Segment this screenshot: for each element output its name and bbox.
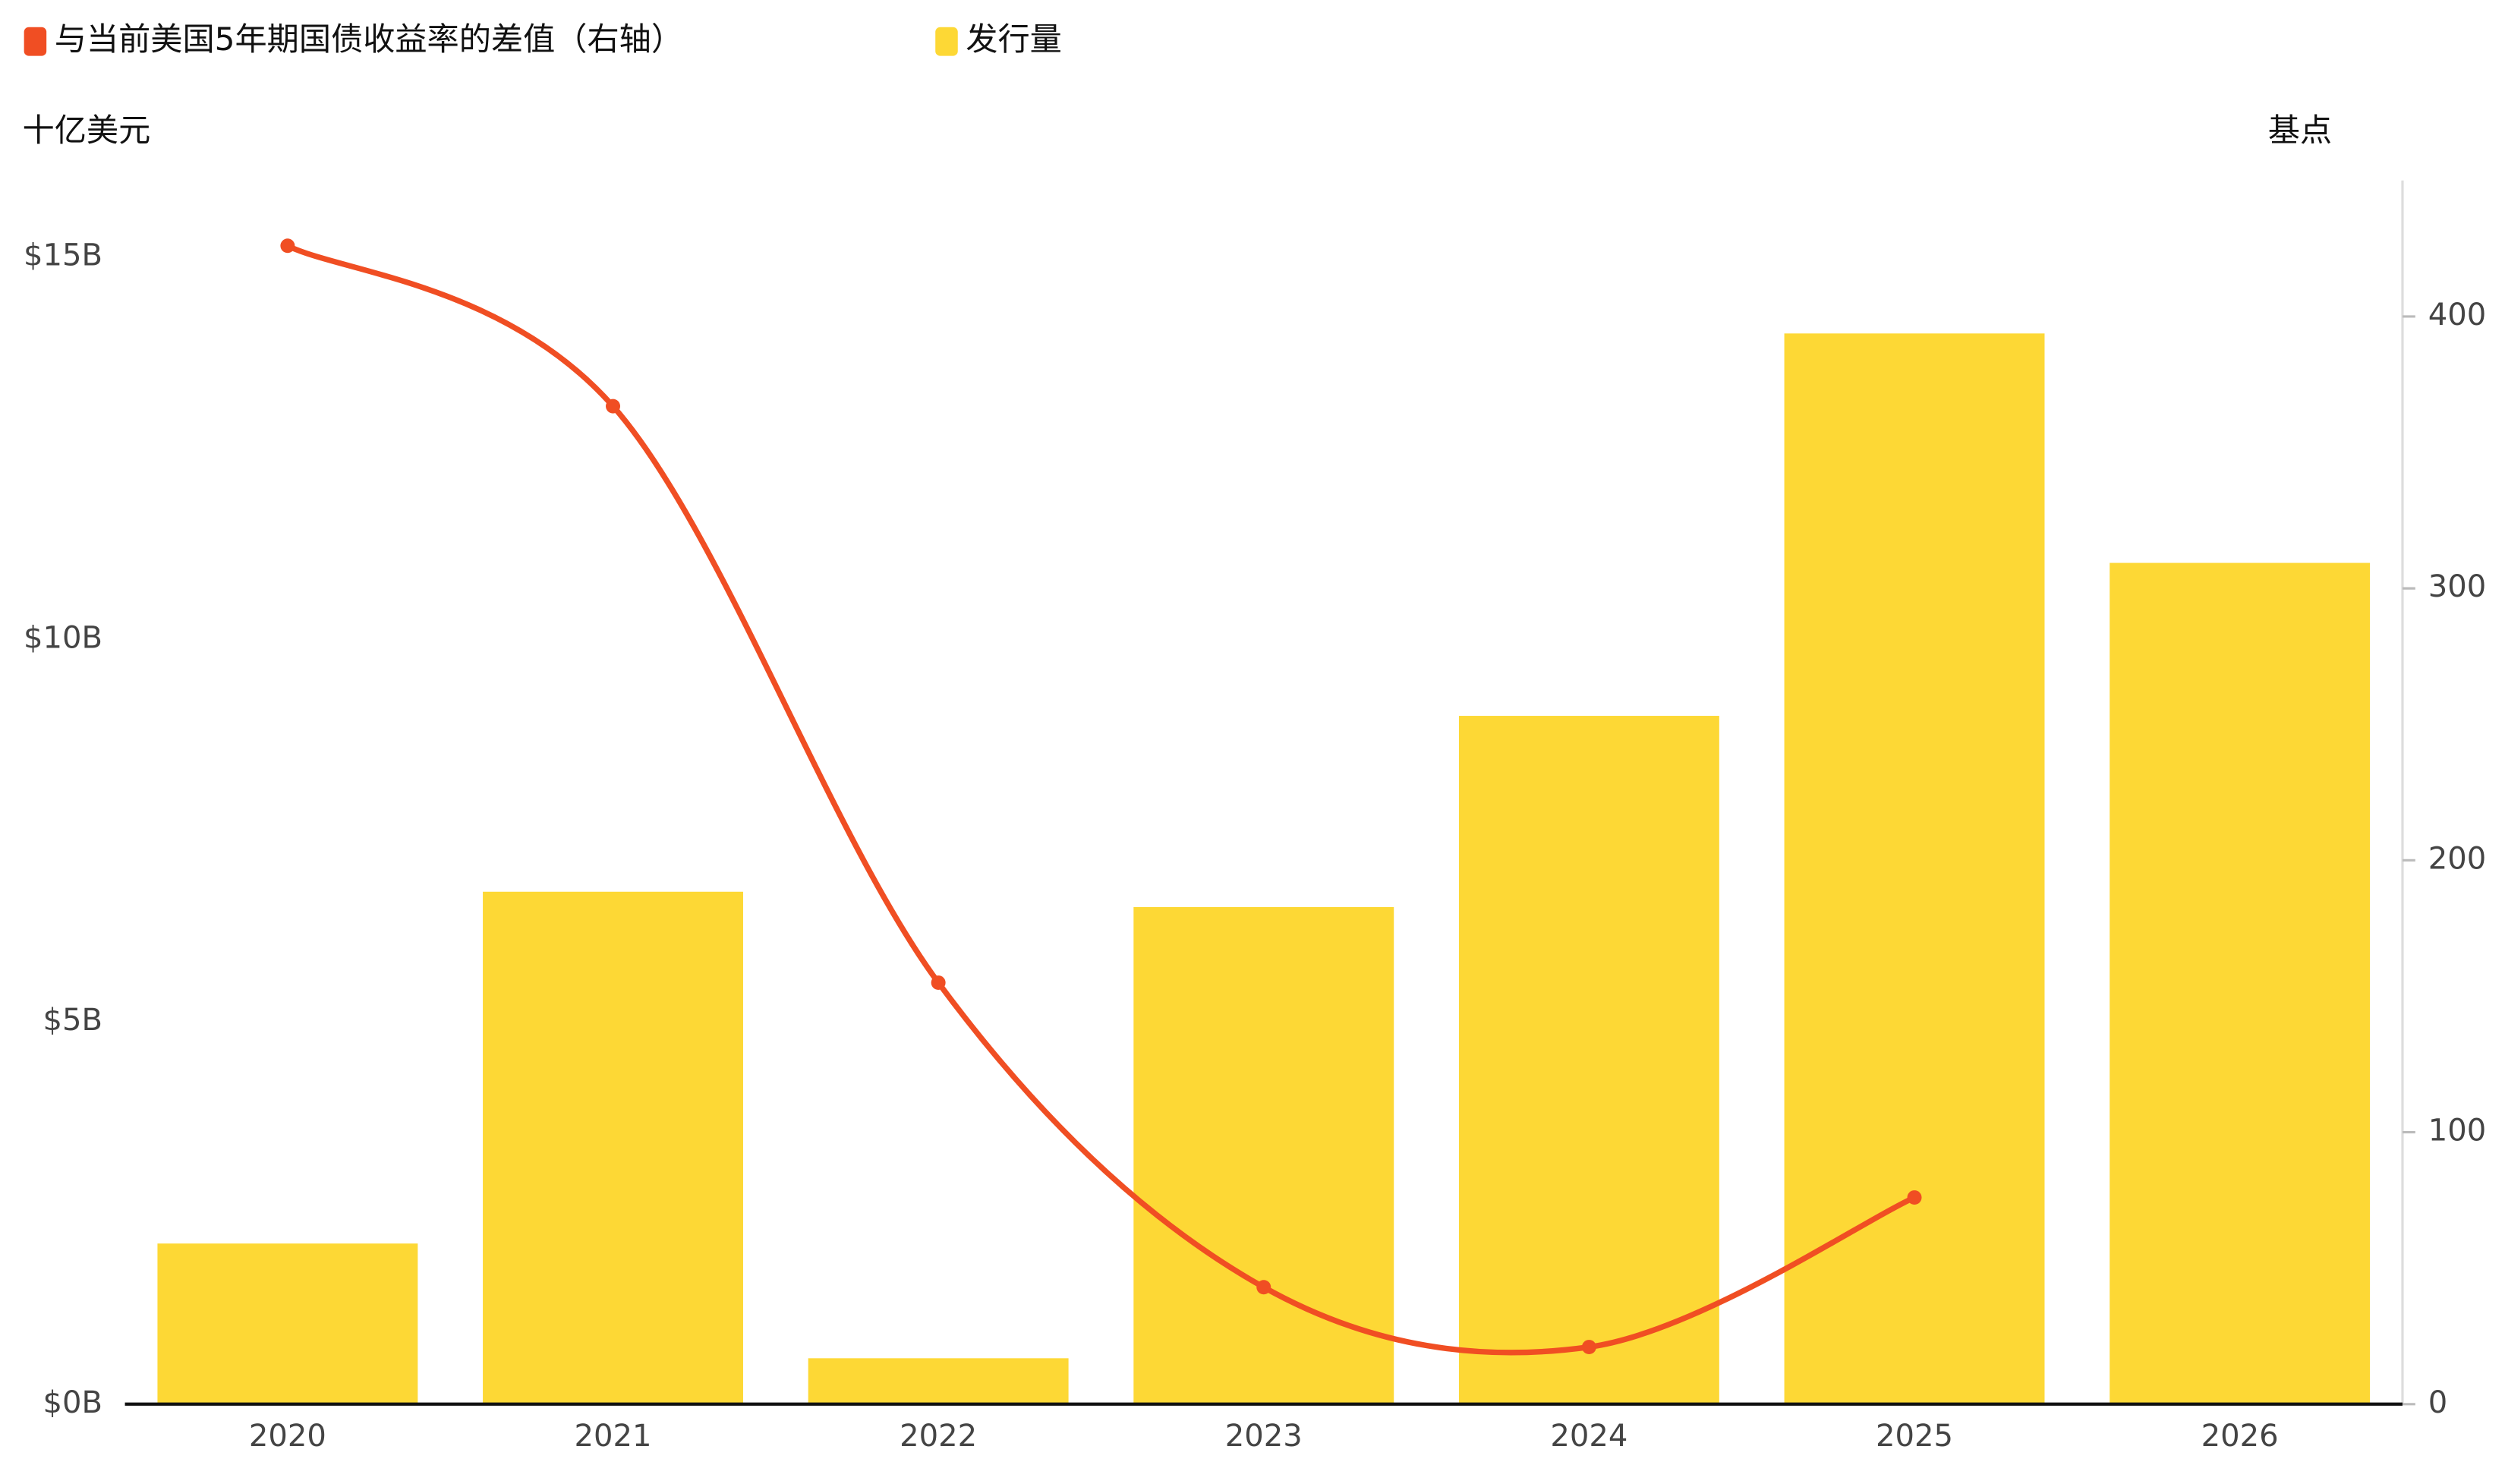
y2-tick-label: 100: [2428, 1114, 2486, 1148]
x-tick-label: 2020: [249, 1419, 326, 1454]
x-tick-label: 2024: [1550, 1419, 1627, 1454]
y2-tick-label: 200: [2428, 841, 2486, 876]
bar: [157, 1243, 418, 1404]
line-point: [280, 238, 295, 254]
x-tick-label: 2026: [2201, 1419, 2279, 1454]
x-tick-label: 2025: [1876, 1419, 1953, 1454]
legend-swatch: [24, 27, 47, 56]
line-point: [931, 975, 946, 991]
y-tick-label: $15B: [24, 238, 102, 273]
legend: 与当前美国5年期国债收益率的差值（右轴） 发行量: [24, 20, 1062, 58]
y2-tick-label: 400: [2428, 298, 2486, 332]
legend-label: 发行量: [966, 20, 1062, 58]
x-tick-label: 2023: [1225, 1419, 1303, 1454]
legend-swatch: [935, 27, 958, 56]
y-tick-label: $5B: [43, 1003, 102, 1038]
x-tick-label: 2021: [575, 1419, 652, 1454]
bar: [1784, 333, 2045, 1404]
legend-label: 与当前美国5年期国债收益率的差值（右轴）: [55, 20, 683, 58]
y2-tick-label: 300: [2428, 569, 2486, 604]
line-point: [1907, 1190, 1922, 1205]
bar: [483, 891, 743, 1404]
y-tick-label: $0B: [43, 1385, 102, 1420]
line-point: [1581, 1340, 1596, 1355]
y-tick-label: $10B: [24, 620, 102, 655]
x-tick-label: 2022: [900, 1419, 977, 1454]
bar: [1133, 906, 1394, 1404]
line-point: [1256, 1280, 1271, 1295]
bar: [2110, 562, 2371, 1404]
line: [286, 243, 1916, 1356]
y-axis-unit: 十亿美元: [23, 112, 151, 149]
y2-axis-unit: 基点: [2268, 112, 2332, 149]
line-point: [606, 399, 621, 414]
bar: [1458, 716, 1719, 1404]
bar: [808, 1358, 1069, 1404]
y2-tick-label: 0: [2428, 1385, 2448, 1420]
